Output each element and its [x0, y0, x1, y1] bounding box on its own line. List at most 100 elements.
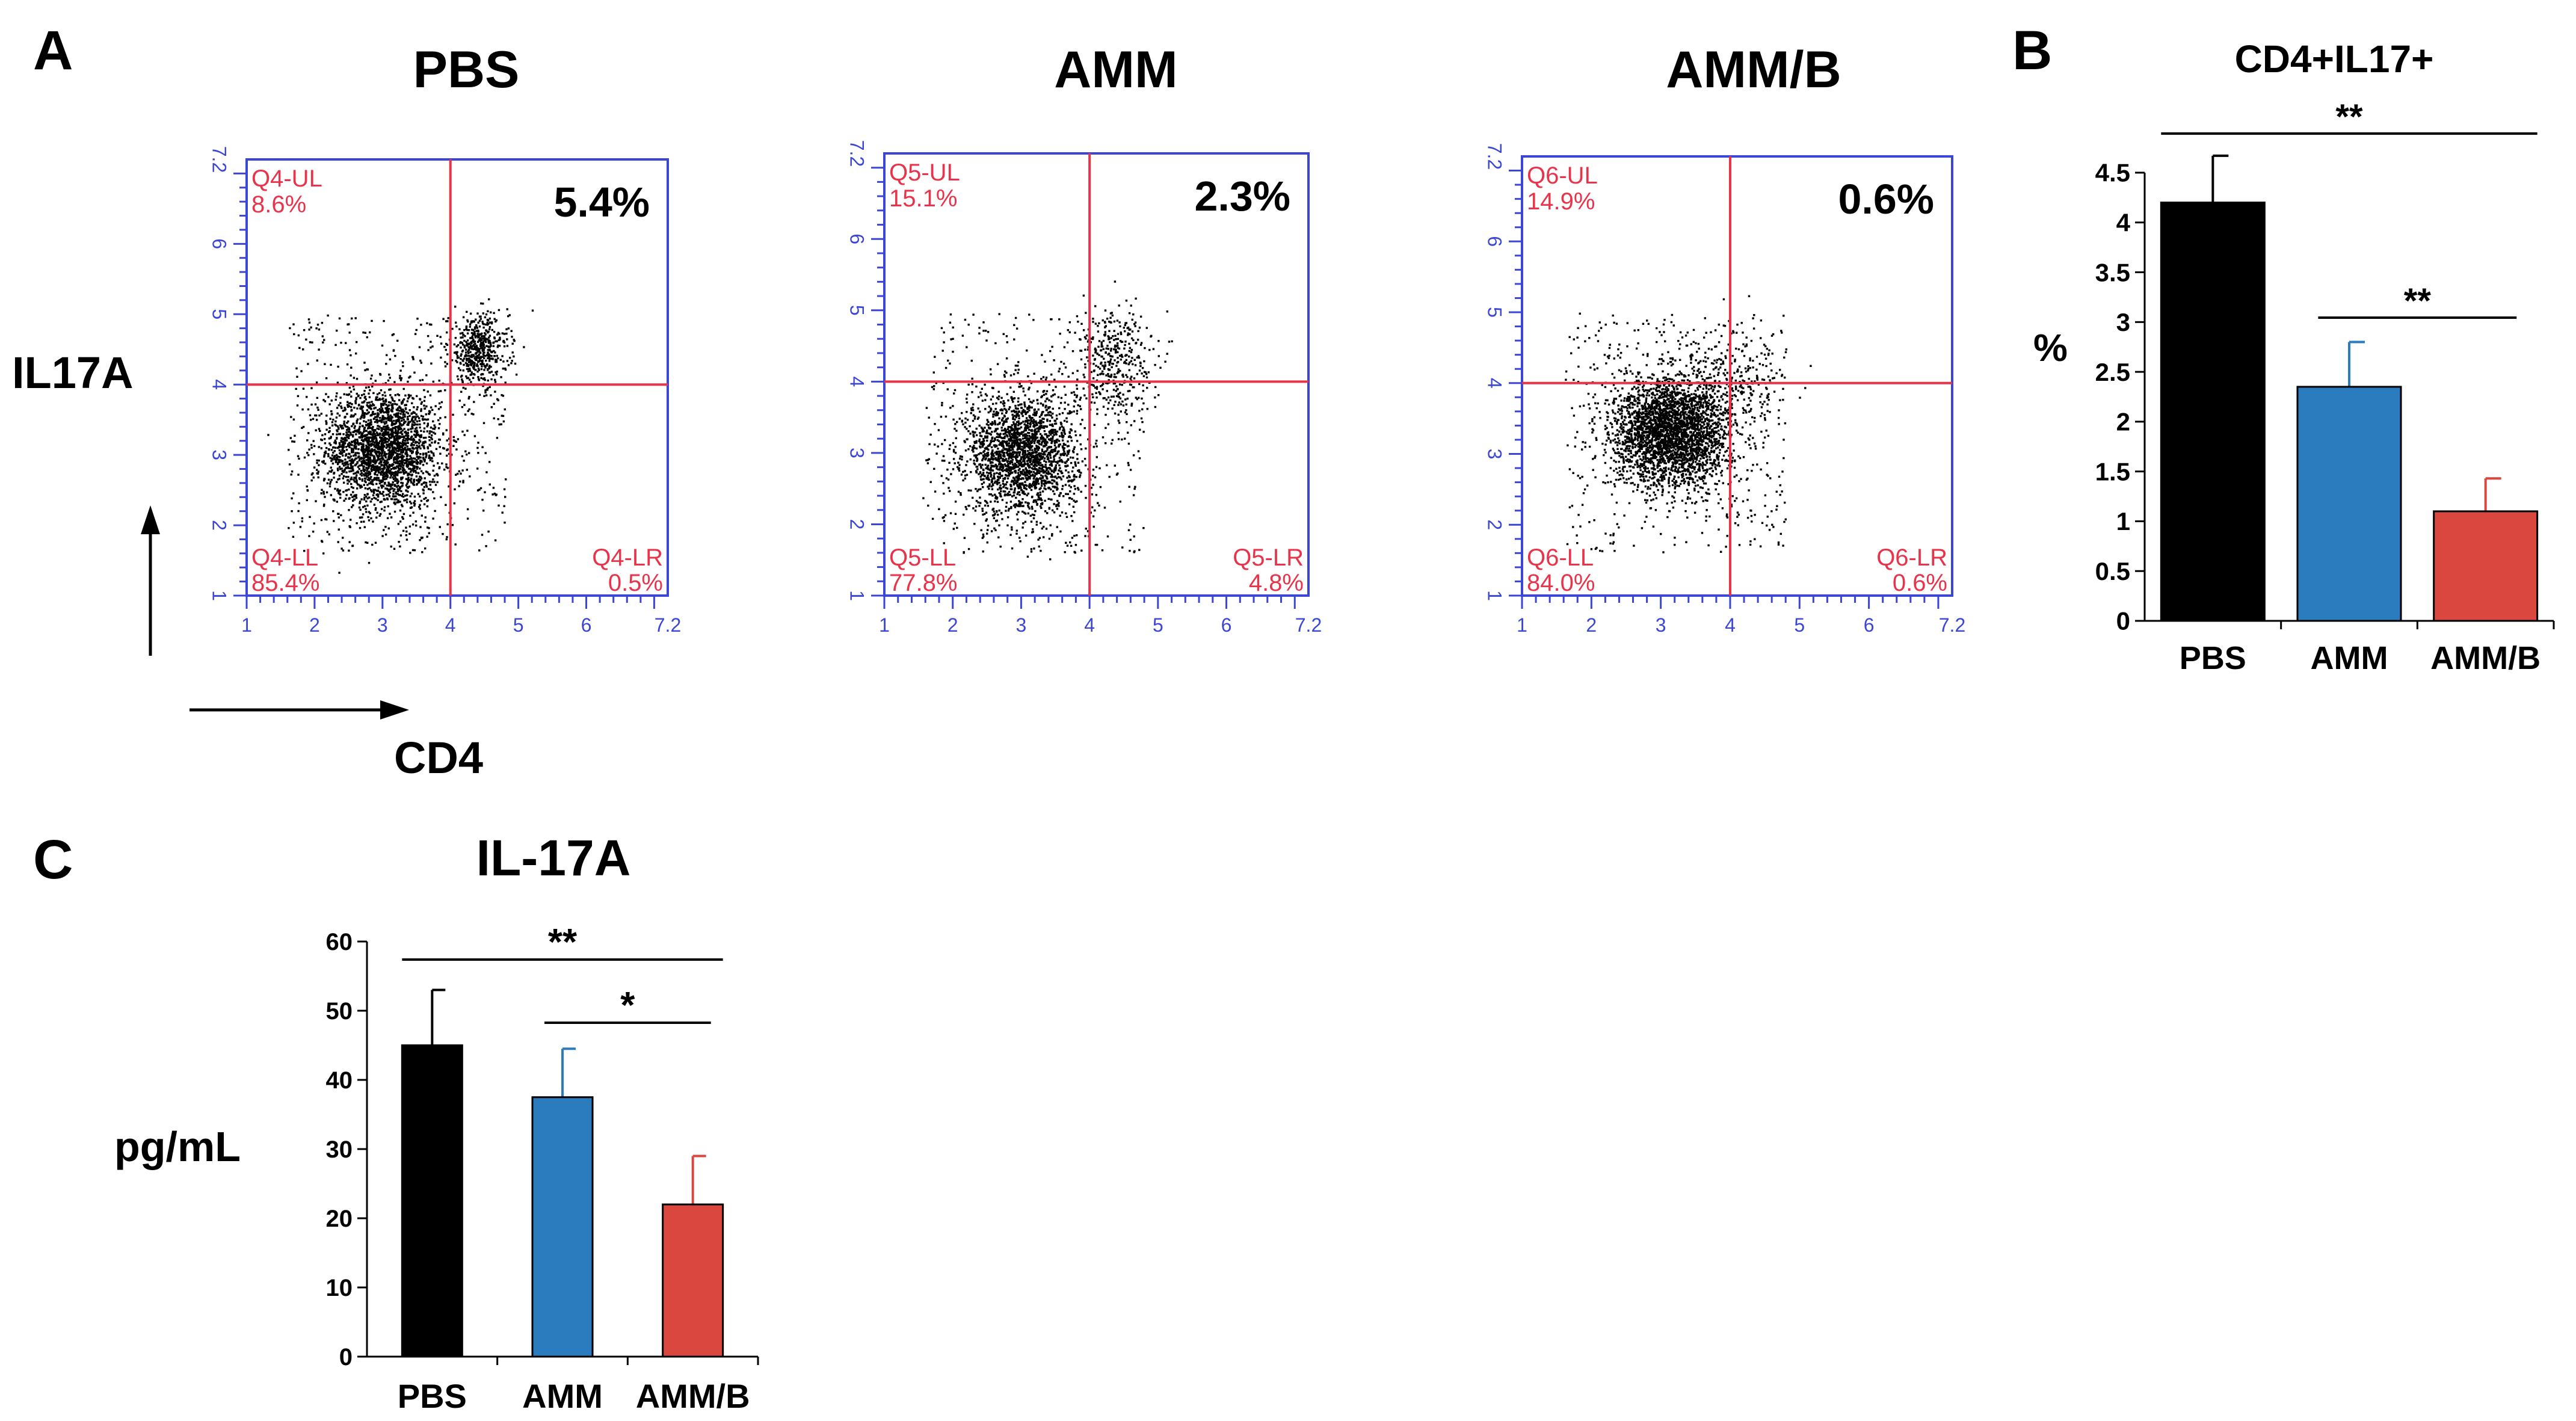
- scatter-point: [994, 513, 996, 515]
- scatter-point: [1014, 504, 1016, 506]
- scatter-point: [993, 455, 995, 457]
- scatter-point: [461, 469, 464, 472]
- plot-frame: [245, 158, 669, 597]
- scatter-point: [490, 355, 493, 357]
- scatter-point: [344, 407, 346, 409]
- scatter-point: [470, 362, 472, 365]
- scatter-point: [1052, 490, 1055, 493]
- scatter-point: [372, 418, 375, 421]
- scatter-point: [1038, 488, 1041, 490]
- scatter-point: [1034, 457, 1036, 460]
- scatter-point: [322, 341, 324, 344]
- scatter-point: [397, 445, 399, 448]
- scatter-point: [452, 439, 455, 442]
- scatter-point: [381, 428, 384, 430]
- scatter-point: [375, 498, 377, 500]
- scatter-point: [996, 482, 999, 485]
- scatter-point: [446, 353, 449, 356]
- scatter-point: [372, 460, 375, 462]
- scatter-point: [1004, 448, 1006, 450]
- scatter-point: [484, 316, 487, 319]
- scatter-point: [367, 474, 369, 476]
- scatter-point: [321, 460, 324, 463]
- scatter-point: [1044, 499, 1046, 502]
- scatter-point: [476, 355, 478, 357]
- scatter-point: [1038, 470, 1040, 472]
- scatter-point: [1048, 383, 1050, 386]
- scatter-point: [1043, 482, 1046, 485]
- scatter-point: [416, 431, 419, 434]
- scatter-point: [421, 514, 423, 517]
- scatter-point: [422, 492, 425, 495]
- scatter-point: [511, 351, 514, 354]
- scatter-point: [403, 448, 405, 451]
- scatter-point: [373, 435, 375, 438]
- scatter-point: [1070, 461, 1073, 464]
- scatter-point: [489, 343, 492, 345]
- scatter-point: [999, 467, 1001, 470]
- scatter-point: [391, 444, 393, 447]
- scatter-point: [1006, 435, 1009, 438]
- scatter-point: [365, 481, 367, 484]
- scatter-point: [360, 394, 363, 396]
- scatter-point: [381, 474, 384, 476]
- scatter-point: [374, 469, 377, 471]
- scatter-point: [410, 449, 413, 452]
- scatter-point: [999, 455, 1002, 457]
- scatter-point: [364, 487, 367, 490]
- scatter-point: [395, 470, 397, 473]
- scatter-point: [1006, 477, 1009, 479]
- scatter-point: [940, 416, 943, 418]
- scatter-point: [348, 541, 351, 543]
- scatter-point: [983, 440, 985, 442]
- scatter-point: [385, 493, 388, 496]
- scatter-point: [399, 442, 401, 445]
- scatter-point: [384, 407, 387, 410]
- scatter-point: [1011, 434, 1014, 437]
- scatter-point: [1046, 455, 1048, 458]
- scatter-point: [419, 508, 421, 510]
- scatter-point: [504, 368, 507, 371]
- scatter-point: [370, 421, 372, 424]
- scatter-point: [426, 500, 428, 502]
- scatter-point: [969, 425, 971, 428]
- scatter-point: [1040, 507, 1043, 509]
- scatter-point: [446, 448, 449, 451]
- scatter-point: [430, 406, 433, 408]
- scatter-point: [433, 475, 436, 477]
- scatter-point: [531, 309, 534, 312]
- scatter-point: [982, 535, 985, 538]
- scatter-point: [318, 428, 321, 430]
- scatter-point: [457, 378, 460, 381]
- scatter-point: [1043, 418, 1045, 421]
- scatter-point: [372, 404, 375, 407]
- scatter-point: [457, 344, 460, 347]
- scatter-point: [1012, 448, 1014, 451]
- scatter-point: [359, 486, 362, 489]
- scatter-point: [1024, 451, 1026, 454]
- scatter-point: [376, 433, 378, 436]
- scatter-point: [1012, 398, 1014, 400]
- scatter-point: [386, 474, 389, 477]
- scatter-point: [342, 537, 344, 539]
- scatter-point: [468, 378, 471, 381]
- scatter-point: [396, 449, 398, 452]
- scatter-point: [338, 317, 341, 319]
- scatter-point: [1031, 406, 1033, 409]
- scatter-point: [397, 430, 399, 433]
- scatter-point: [434, 413, 436, 416]
- scatter-point: [1022, 390, 1025, 393]
- scatter-point: [469, 312, 472, 315]
- scatter-point: [461, 405, 464, 408]
- scatter-point: [399, 520, 402, 523]
- scatter-point: [324, 463, 327, 465]
- scatter-point: [1045, 461, 1047, 463]
- scatter-point: [1055, 433, 1057, 435]
- scatter-point: [976, 457, 978, 460]
- scatter-point: [363, 439, 365, 442]
- scatter-point: [342, 519, 345, 522]
- scatter-point: [382, 476, 384, 479]
- scatter-point: [376, 393, 379, 396]
- scatter-point: [389, 488, 392, 490]
- scatter-point: [395, 408, 398, 411]
